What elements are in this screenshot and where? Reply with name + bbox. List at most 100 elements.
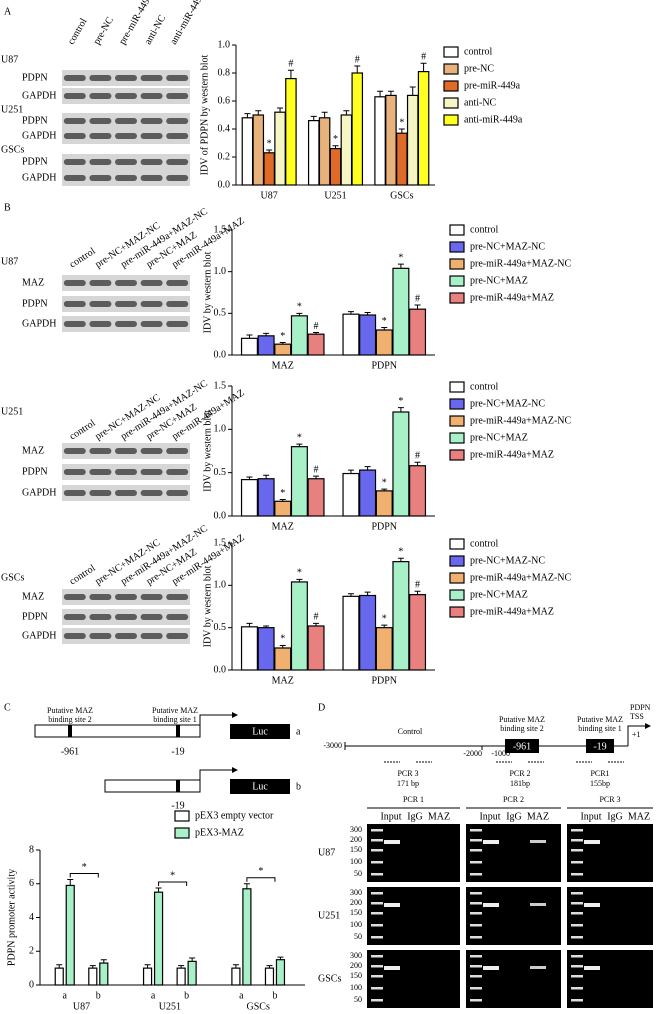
- pcr-size: 181bp: [510, 779, 530, 788]
- site-position: -19: [171, 800, 184, 811]
- bar: [240, 626, 258, 671]
- blot-band: [140, 280, 163, 286]
- error-bar: [246, 334, 253, 339]
- legend-label: pre-miR-449a+MAZ: [470, 292, 554, 303]
- bar: [142, 967, 153, 986]
- bar: [263, 152, 275, 186]
- region-label: Control: [398, 727, 423, 736]
- blot-band: [166, 301, 189, 307]
- legend-label: pre-NC+MAZ-NC: [470, 398, 545, 409]
- lane-label: anti-miR-449a: [168, 0, 207, 47]
- gel-lane-label: MAZ: [527, 811, 549, 822]
- bar: [252, 114, 265, 186]
- legend-label: pre-NC+MAZ: [470, 275, 528, 286]
- bar: [359, 594, 377, 671]
- bar: [274, 500, 292, 517]
- blot-band: [166, 469, 189, 475]
- legend-swatch: [443, 114, 459, 126]
- blot-band: [140, 93, 163, 99]
- input-band: [384, 840, 400, 844]
- legend-swatch: [443, 63, 459, 75]
- tss-arrow: [627, 725, 645, 746]
- blot-band: [89, 301, 112, 307]
- y-tick-label: 1.0: [218, 39, 231, 50]
- error-bar: [277, 107, 284, 113]
- significance-mark: *: [280, 331, 285, 342]
- bar: [242, 888, 252, 986]
- blot-band: [166, 93, 189, 99]
- ladder-band: [571, 936, 583, 939]
- arrow-head: [232, 767, 238, 773]
- error-bar: [277, 956, 284, 960]
- input-band: [584, 840, 600, 844]
- protein-label: GAPDH: [22, 318, 56, 329]
- ladder-label: 50: [354, 932, 362, 941]
- significance-mark: *: [382, 613, 387, 624]
- error-bar: [67, 879, 74, 886]
- ladder-label: 200: [350, 961, 362, 970]
- bar: [274, 343, 292, 356]
- ladder-label: 300: [350, 951, 362, 960]
- blot-band: [115, 75, 137, 81]
- ladder-band: [571, 987, 583, 990]
- blot-band: [115, 93, 137, 99]
- pcr-name: PCR 2: [509, 769, 530, 778]
- error-bar: [313, 622, 320, 626]
- significance-mark: #: [314, 321, 319, 332]
- error-bar: [266, 149, 273, 153]
- site-label: Putative MAZ: [152, 706, 198, 715]
- legend-swatch: [443, 97, 459, 109]
- ladder-band: [571, 829, 583, 832]
- blot-band: [140, 75, 163, 81]
- input-band: [483, 840, 499, 844]
- bar: [290, 446, 308, 517]
- significance-mark: *: [382, 316, 387, 327]
- site-box: [505, 739, 539, 753]
- significance-mark: *: [382, 477, 387, 488]
- legend-swatch: [449, 381, 465, 393]
- legend-label: pre-miR-449a+MAZ-NC: [470, 415, 572, 426]
- error-bar: [255, 110, 262, 115]
- bar: [351, 72, 364, 186]
- lane-label: control: [68, 418, 98, 443]
- blot-band: [166, 133, 189, 139]
- maz-band: [530, 966, 546, 969]
- lane-label: control: [68, 563, 98, 588]
- error-bar: [414, 461, 421, 466]
- cell-label: U251: [1, 104, 23, 115]
- x-tick-label: MAZ: [272, 360, 294, 371]
- panel-label: A: [4, 6, 12, 17]
- ladder-label: 50: [354, 995, 362, 1004]
- gel-lane-label: IgG: [407, 811, 423, 822]
- legend-label: pre-miR-449a+MAZ: [470, 449, 554, 460]
- blot-band: [115, 159, 137, 165]
- significance-mark: #: [421, 51, 426, 62]
- error-bar: [347, 593, 354, 597]
- significance-mark: #: [288, 58, 293, 69]
- ladder-band: [470, 924, 482, 927]
- ladder-band: [371, 861, 383, 864]
- blot-band: [140, 594, 163, 600]
- gel-row-label: U251: [318, 910, 340, 921]
- blot-band: [115, 301, 137, 307]
- blot-band: [166, 614, 189, 620]
- legend-swatch: [449, 398, 465, 410]
- significance-mark: #: [415, 451, 420, 462]
- pcr-name: PCR1: [590, 769, 609, 778]
- error-bar: [381, 327, 388, 330]
- gel-lane-label: MAZ: [628, 811, 650, 822]
- blot-band: [63, 118, 86, 124]
- ladder-band: [470, 987, 482, 990]
- blot-band: [63, 133, 86, 139]
- ladder-label: 200: [350, 835, 362, 844]
- blot-band: [166, 159, 189, 165]
- ladder-band: [371, 849, 383, 852]
- significance-mark: *: [280, 488, 285, 499]
- reporter-box: [230, 779, 290, 794]
- ladder-band: [470, 955, 482, 958]
- site-label: binding site 1: [153, 715, 197, 724]
- error-bar: [313, 332, 320, 335]
- x-tick-label: PDPN: [371, 360, 397, 371]
- bar: [99, 962, 109, 986]
- blot-band: [115, 614, 137, 620]
